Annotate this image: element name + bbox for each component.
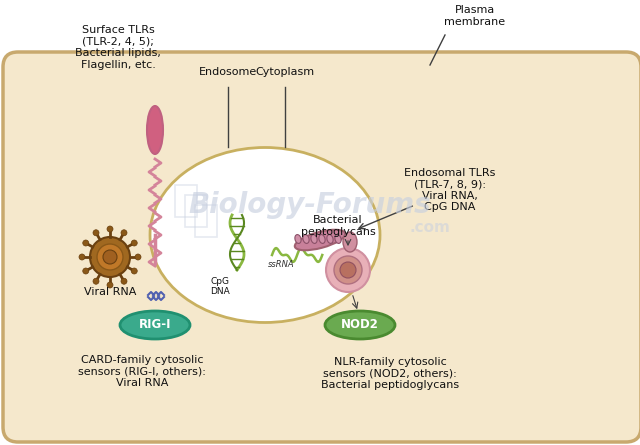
Text: ssRNA: ssRNA (268, 260, 294, 269)
Text: Endosome: Endosome (199, 67, 257, 77)
Circle shape (121, 230, 127, 236)
Circle shape (90, 237, 130, 277)
Text: CARD-family cytosolic
sensors (RIG-I, others):
Viral RNA: CARD-family cytosolic sensors (RIG-I, ot… (78, 355, 206, 388)
Circle shape (131, 268, 137, 274)
Circle shape (103, 250, 117, 264)
Text: CpG
DNA: CpG DNA (210, 277, 230, 296)
Circle shape (83, 240, 89, 246)
Circle shape (131, 240, 137, 246)
Text: RIG-I: RIG-I (139, 319, 172, 332)
Ellipse shape (295, 235, 301, 243)
Ellipse shape (303, 235, 309, 243)
Circle shape (97, 244, 123, 270)
Ellipse shape (335, 235, 341, 243)
Text: NOD2: NOD2 (341, 319, 379, 332)
Ellipse shape (147, 106, 163, 154)
Circle shape (334, 256, 362, 284)
Ellipse shape (327, 235, 333, 243)
Text: Viral RNA: Viral RNA (84, 287, 136, 297)
Ellipse shape (343, 232, 357, 252)
Circle shape (79, 254, 85, 260)
Ellipse shape (295, 230, 345, 250)
Circle shape (107, 282, 113, 288)
Ellipse shape (319, 235, 325, 243)
Text: Surface TLRs
(TLR-2, 4, 5);
Bacterial lipids,
Flagellin, etc.: Surface TLRs (TLR-2, 4, 5); Bacterial li… (75, 25, 161, 70)
Text: Cytoplasm: Cytoplasm (255, 67, 315, 77)
Text: .com: .com (410, 219, 451, 235)
Text: Biology-Forums: Biology-Forums (189, 191, 431, 219)
Text: Plasma
membrane: Plasma membrane (444, 5, 506, 27)
Ellipse shape (325, 311, 395, 339)
Circle shape (135, 254, 141, 260)
Circle shape (121, 278, 127, 284)
Text: NLR-family cytosolic
sensors (NOD2, others):
Bacterial peptidoglycans: NLR-family cytosolic sensors (NOD2, othe… (321, 357, 459, 390)
Circle shape (107, 226, 113, 232)
Text: Endosomal TLRs
(TLR-7, 8, 9):
Viral RNA,
CpG DNA: Endosomal TLRs (TLR-7, 8, 9): Viral RNA,… (404, 168, 496, 212)
Ellipse shape (150, 147, 380, 323)
Circle shape (93, 278, 99, 284)
FancyBboxPatch shape (3, 52, 640, 442)
Circle shape (340, 262, 356, 278)
Ellipse shape (311, 235, 317, 243)
Ellipse shape (120, 311, 190, 339)
Text: Bacterial
peptoglycans: Bacterial peptoglycans (301, 215, 376, 237)
Circle shape (326, 248, 370, 292)
Circle shape (93, 230, 99, 236)
Circle shape (83, 268, 89, 274)
